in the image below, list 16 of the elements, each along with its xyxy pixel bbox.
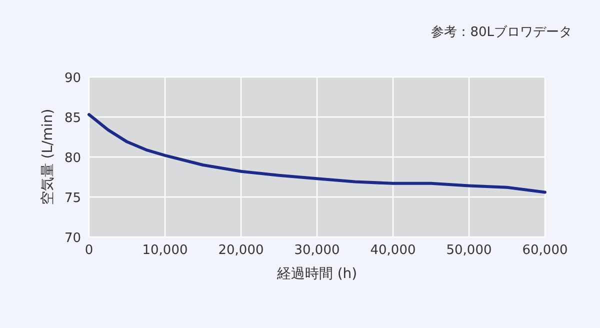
y-tick-label: 70 bbox=[64, 231, 81, 246]
text: 参考：80Lブロワデータ bbox=[431, 25, 572, 40]
x-tick-label: 0 bbox=[84, 243, 94, 258]
x-tick-label: 10,000 bbox=[142, 243, 188, 258]
y-tick-label: 80 bbox=[64, 151, 81, 166]
x-axis-title: 経過時間 (h) bbox=[276, 266, 358, 282]
x-tick-label: 40,000 bbox=[370, 243, 416, 258]
x-tick-label: 20,000 bbox=[218, 243, 264, 258]
x-tick-label: 30,000 bbox=[294, 243, 340, 258]
y-axis-title: 空気量 (L/min) bbox=[40, 108, 56, 206]
x-tick-label: 60,000 bbox=[522, 243, 568, 258]
x-tick-label: 50,000 bbox=[446, 243, 492, 258]
y-tick-label: 75 bbox=[64, 191, 81, 206]
line-series bbox=[88, 113, 546, 194]
y-tick-label: 85 bbox=[64, 111, 81, 126]
y-tick-label: 90 bbox=[64, 71, 81, 86]
